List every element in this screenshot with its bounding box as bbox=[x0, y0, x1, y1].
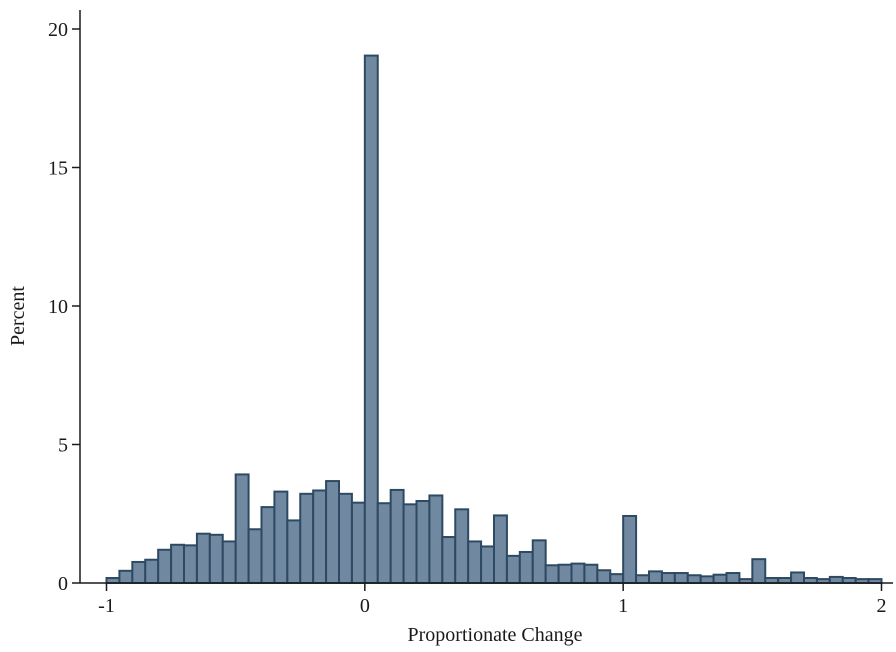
histogram-bar bbox=[828, 575, 844, 584]
histogram-bar bbox=[467, 540, 483, 585]
histogram-bar bbox=[208, 533, 224, 584]
x-tick-label: 0 bbox=[360, 595, 370, 617]
histogram-bar bbox=[531, 539, 547, 585]
y-tick-label: 5 bbox=[58, 435, 68, 457]
histogram-bar bbox=[247, 528, 263, 585]
histogram-bar bbox=[350, 501, 366, 585]
histogram-bar bbox=[441, 536, 457, 585]
histogram-bar bbox=[221, 540, 237, 585]
histogram-bar bbox=[454, 508, 470, 585]
histogram-bar bbox=[635, 574, 651, 584]
histogram-bar bbox=[131, 560, 147, 585]
histogram-bar bbox=[299, 492, 315, 584]
x-tick-label: 1 bbox=[618, 595, 628, 617]
histogram-bar bbox=[583, 563, 599, 584]
histogram-bar bbox=[325, 480, 340, 584]
histogram-bar bbox=[596, 569, 612, 585]
x-tick-label: 2 bbox=[877, 595, 887, 617]
histogram-bar bbox=[480, 545, 495, 585]
histogram-bar bbox=[338, 492, 353, 584]
histogram-bar bbox=[195, 532, 211, 585]
histogram-bar bbox=[312, 489, 328, 585]
histogram-bar bbox=[570, 562, 586, 584]
histogram-bar bbox=[402, 503, 418, 584]
histogram-bar bbox=[622, 514, 638, 584]
histogram-bar bbox=[376, 502, 392, 584]
histogram-bar bbox=[505, 554, 521, 584]
histogram-bar bbox=[686, 574, 702, 584]
histogram-bar bbox=[183, 544, 198, 585]
histogram-bar bbox=[273, 490, 289, 584]
histogram-bar bbox=[544, 564, 560, 585]
histogram-bar bbox=[170, 543, 186, 585]
histogram-bar bbox=[790, 571, 806, 584]
histogram-bar bbox=[363, 54, 379, 584]
histogram-bar bbox=[234, 473, 250, 585]
bars-layer bbox=[105, 54, 883, 585]
histogram-bar bbox=[415, 500, 431, 585]
y-tick-label: 10 bbox=[48, 296, 68, 318]
histogram-bar bbox=[428, 494, 444, 584]
histogram-bar bbox=[557, 563, 573, 584]
histogram-bar bbox=[648, 570, 663, 584]
histogram-bar bbox=[260, 506, 276, 585]
y-axis-ticks: 0 5 10 15 20 bbox=[48, 19, 80, 595]
histogram-bar bbox=[699, 575, 715, 584]
histogram-bar bbox=[389, 488, 405, 584]
histogram-bar bbox=[673, 572, 689, 585]
histogram-bar bbox=[725, 572, 741, 585]
histogram-bar bbox=[712, 573, 728, 585]
histogram-bar bbox=[493, 514, 508, 584]
histogram-bar bbox=[660, 572, 676, 585]
x-axis-label: Proportionate Change bbox=[408, 624, 583, 646]
histogram-bar bbox=[609, 573, 625, 585]
y-tick-label: 20 bbox=[48, 19, 68, 41]
histogram-bar bbox=[118, 569, 134, 584]
histogram-bar bbox=[144, 558, 160, 584]
histogram-bar bbox=[286, 519, 302, 585]
x-axis-ticks: -1 0 1 2 bbox=[98, 583, 887, 617]
y-tick-label: 0 bbox=[58, 573, 68, 595]
x-tick-label: -1 bbox=[98, 595, 115, 617]
histogram-bar bbox=[518, 550, 534, 584]
y-axis-label: Percent bbox=[7, 286, 29, 346]
histogram-bar bbox=[751, 558, 767, 584]
y-tick-label: 15 bbox=[48, 158, 68, 180]
histogram-bar bbox=[157, 548, 173, 585]
